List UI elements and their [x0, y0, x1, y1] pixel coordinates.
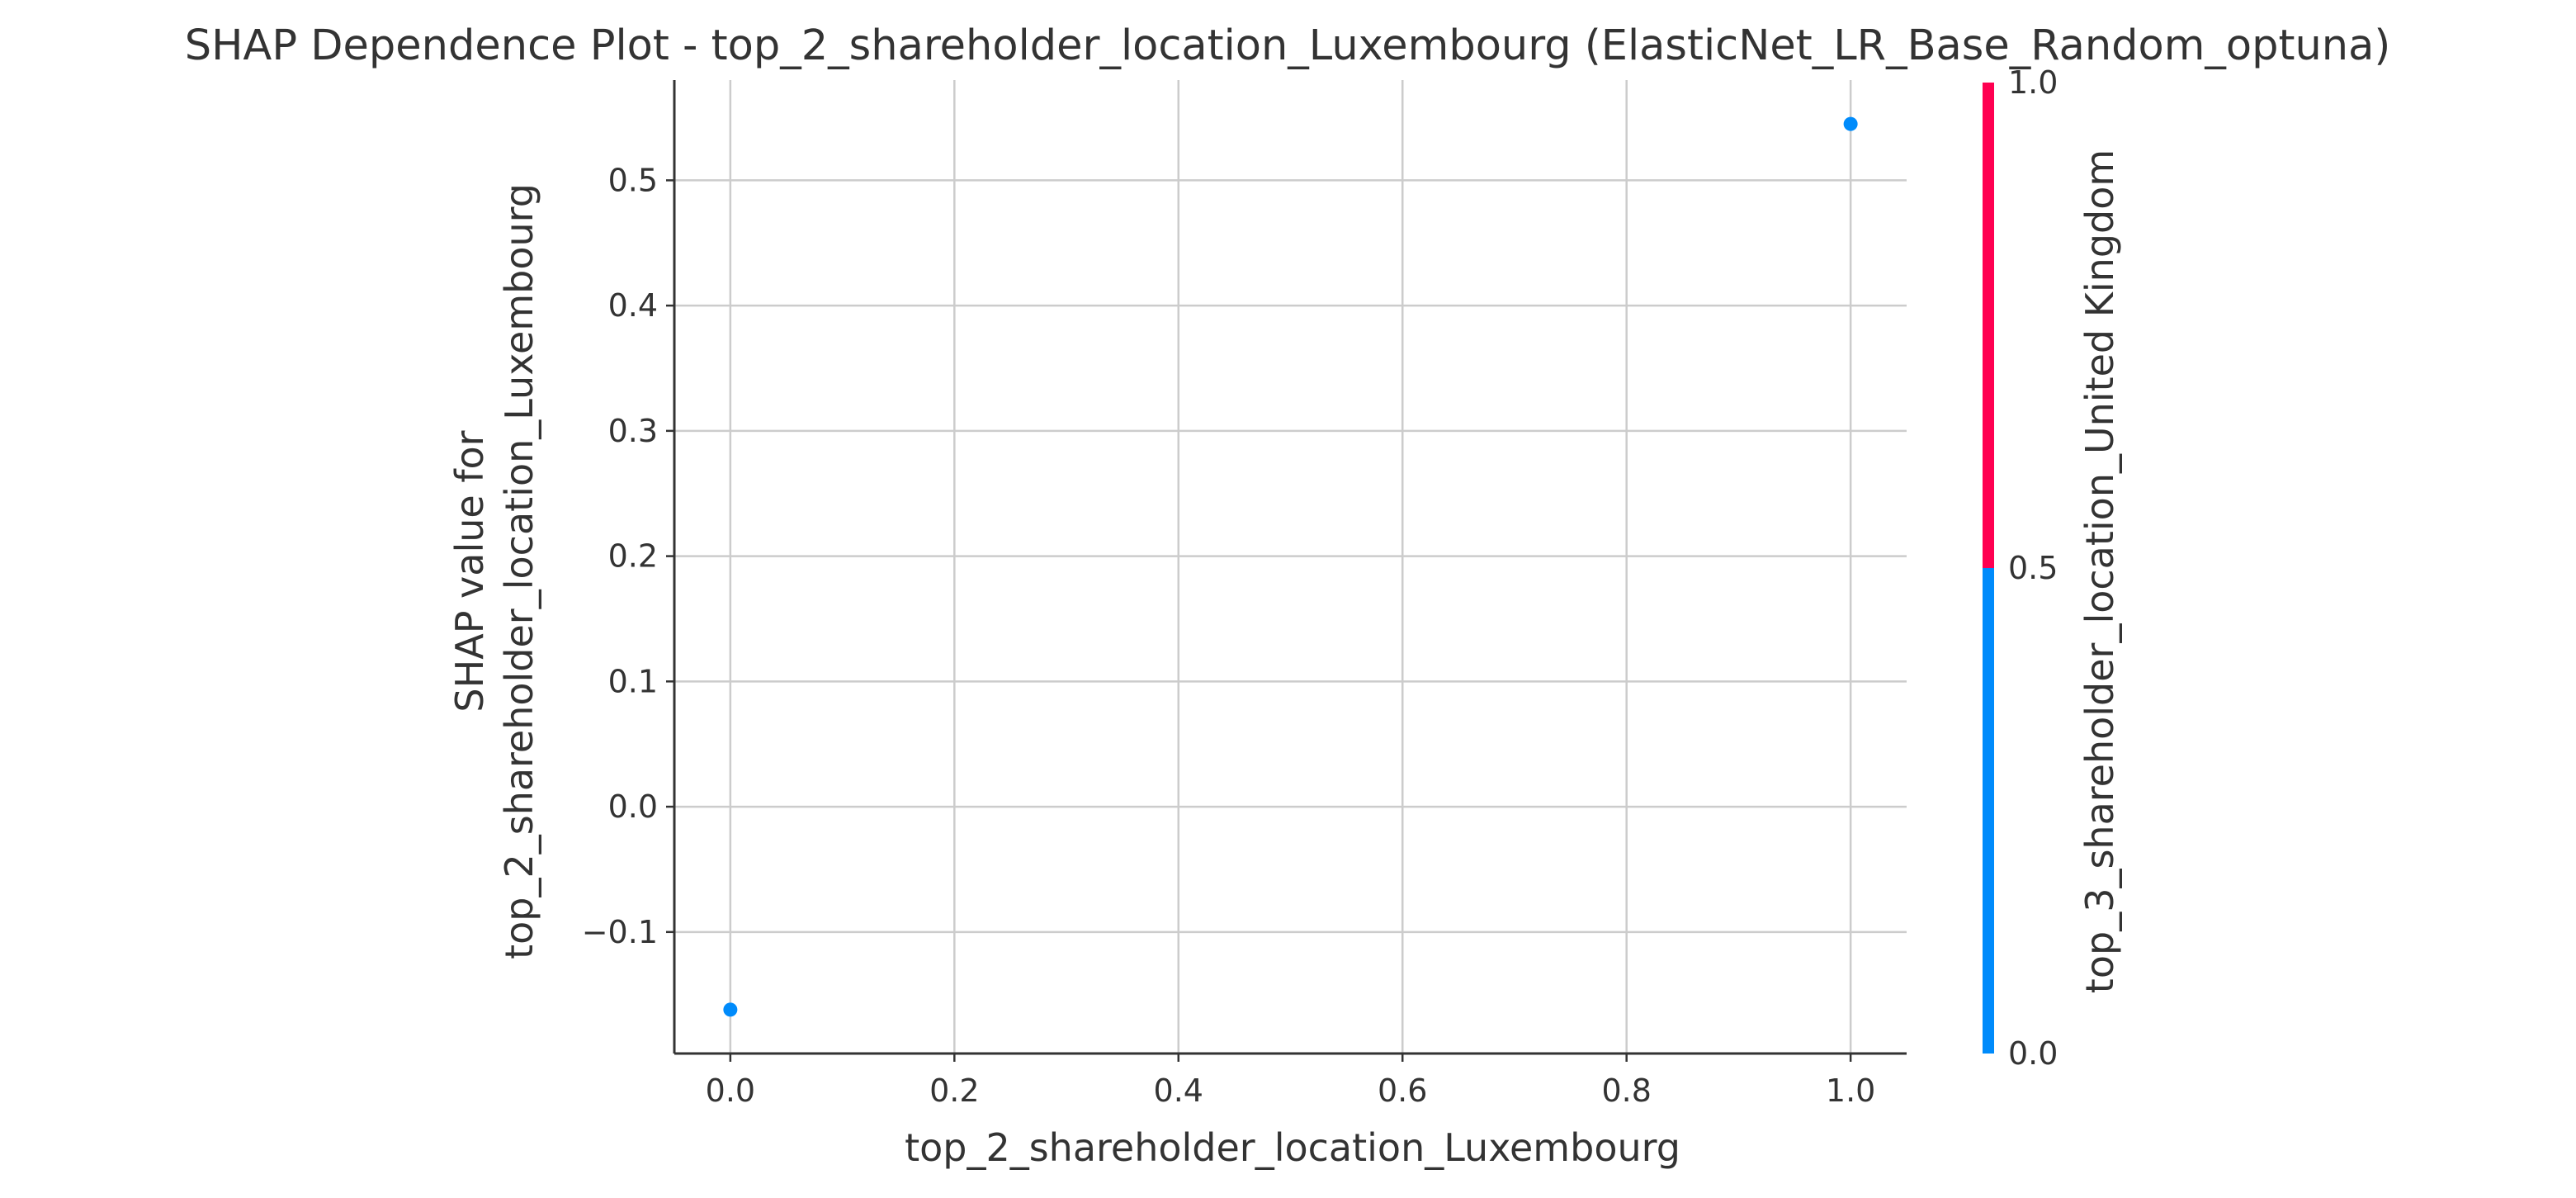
colorbar-tick-label: 0.0 [2008, 1035, 2058, 1072]
x-axis-ticks: 0.0 0.2 0.4 0.6 0.8 1.0 [706, 1054, 1875, 1109]
colorbar-tick-label: 0.5 [2008, 550, 2058, 586]
x-tick-label: 0.2 [929, 1073, 979, 1109]
y-tick-label: 0.5 [608, 162, 658, 198]
y-tick-label: 0.3 [608, 413, 658, 449]
x-tick-label: 0.6 [1378, 1073, 1427, 1109]
y-tick-label: 0.2 [608, 538, 658, 575]
x-tick-label: 0.4 [1154, 1073, 1203, 1109]
y-axis-label-line-2: top_2_shareholder_location_Luxembourg [497, 183, 541, 959]
y-axis-label: SHAP value for top_2_shareholder_locatio… [447, 183, 541, 959]
x-tick-label: 0.8 [1601, 1073, 1651, 1109]
colorbar-ticks: 0.0 0.5 1.0 [2008, 64, 2058, 1072]
chart-title: SHAP Dependence Plot - top_2_shareholder… [185, 21, 2391, 70]
data-point [1843, 116, 1858, 131]
y-tick-label: 0.1 [608, 663, 658, 699]
y-axis-label-line-1: SHAP value for [447, 430, 492, 712]
colorbar-label: top_3_shareholder_location_United Kingdo… [2077, 149, 2122, 993]
colorbar: 0.0 0.5 1.0 top_3_shareholder_location_Uni… [1983, 64, 2122, 1072]
x-axis-label: top_2_shareholder_location_Luxembourg [905, 1125, 1680, 1170]
data-point [723, 1002, 738, 1017]
y-tick-label: 0.0 [608, 788, 658, 825]
axis-spines [673, 80, 1907, 1055]
y-axis-ticks: −0.1 0.0 0.1 0.2 0.3 0.4 0.5 [582, 162, 674, 950]
x-tick-label: 0.0 [706, 1073, 755, 1109]
data-points [723, 116, 1858, 1017]
y-tick-label: 0.4 [608, 287, 658, 324]
grid-lines [674, 80, 1907, 1054]
y-tick-label: −0.1 [582, 914, 658, 950]
x-tick-label: 1.0 [1826, 1073, 1875, 1109]
colorbar-tick-label: 1.0 [2008, 64, 2058, 101]
